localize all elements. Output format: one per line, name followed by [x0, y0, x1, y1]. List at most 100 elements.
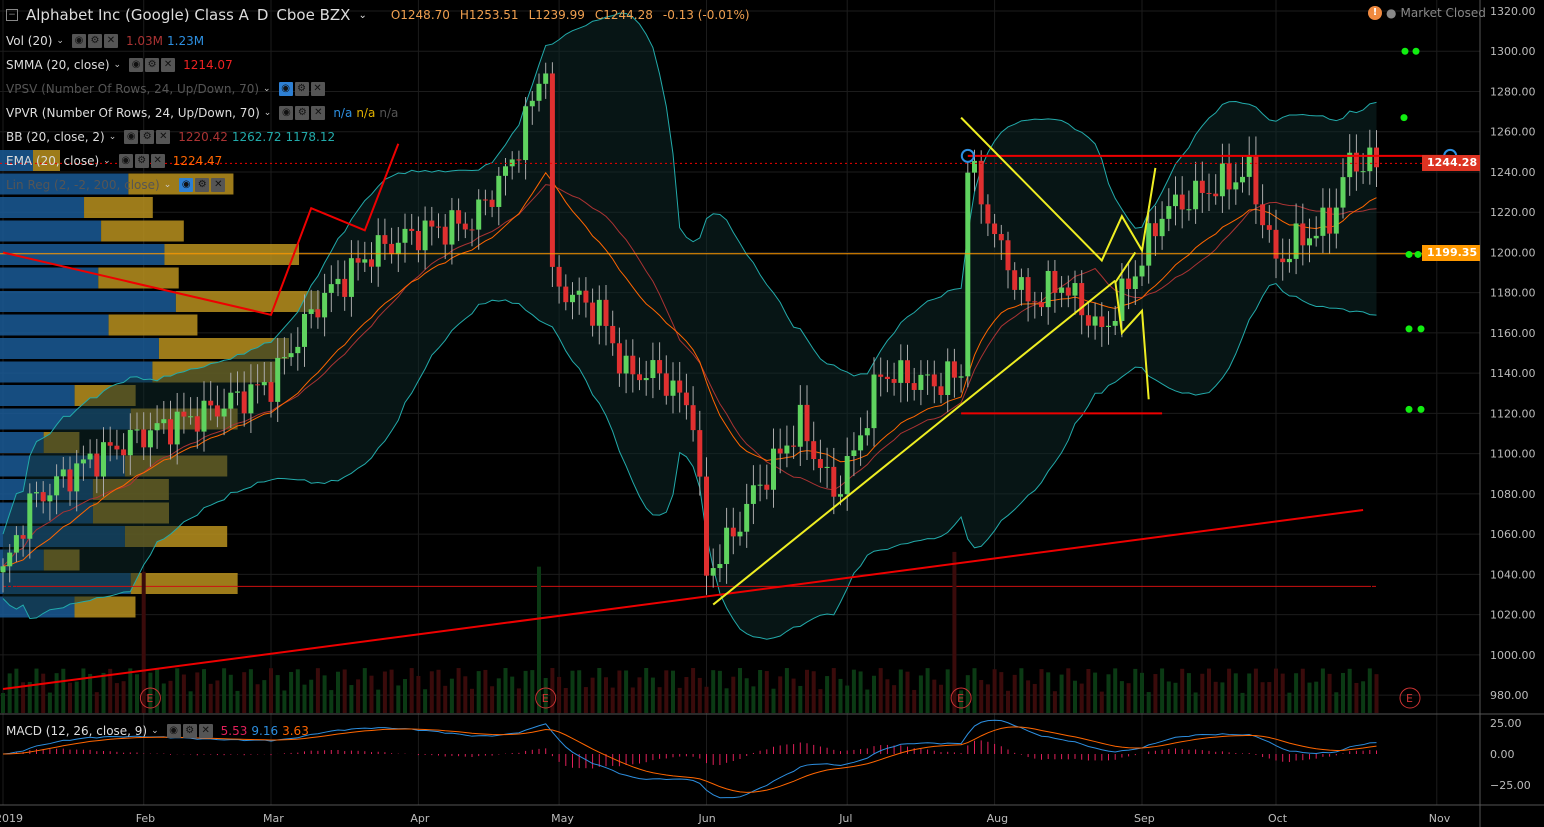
volume-bar	[396, 685, 401, 713]
close-icon[interactable]: ✕	[156, 130, 171, 144]
candle-body	[536, 83, 542, 101]
volume-bar	[1327, 673, 1332, 713]
close-icon[interactable]: ✕	[103, 34, 118, 48]
indicator-legend[interactable]: VPSV (Number Of Rows, 24, Up/Down, 70) ⌄ ◉…	[6, 80, 329, 98]
candle-body	[630, 355, 636, 375]
volume-bar	[47, 692, 52, 713]
volume-bar	[671, 670, 675, 713]
candle-body	[891, 379, 897, 383]
close-icon[interactable]: ✕	[211, 178, 226, 192]
indicator-legend[interactable]: SMMA (20, close) ⌄ ◉ ⚙ ✕ 1214.07	[6, 56, 233, 74]
chevron-down-icon[interactable]: ⌄	[151, 726, 159, 736]
volume-bar	[557, 676, 562, 713]
candle-body	[1226, 163, 1232, 190]
volume-bar	[738, 668, 742, 713]
candle-body	[1253, 156, 1259, 205]
volume-bar	[1200, 673, 1205, 713]
candle-body	[1039, 302, 1044, 308]
signal-dot	[1414, 250, 1422, 258]
eye-icon[interactable]: ◉	[278, 82, 293, 96]
chevron-down-icon[interactable]: ⌄	[103, 156, 111, 166]
candle-body	[1186, 209, 1192, 211]
candle-body	[302, 313, 307, 347]
indicator-legend[interactable]: Lin Reg (2, -2, 200, close) ⌄ ◉ ⚙ ✕	[6, 176, 229, 194]
gear-icon[interactable]: ⚙	[87, 34, 102, 48]
gear-icon[interactable]: ⚙	[295, 106, 310, 120]
chevron-down-icon[interactable]: ⌄	[358, 9, 367, 21]
eye-icon[interactable]: ◉	[129, 58, 144, 72]
symbol-name[interactable]: Alphabet Inc (Google) Class A	[26, 6, 249, 24]
close-icon[interactable]: ✕	[311, 106, 326, 120]
candle-body	[717, 564, 723, 569]
volume-bar	[570, 670, 575, 713]
candle-body	[255, 384, 261, 386]
macd-legend[interactable]: MACD (12, 26, close, 9) ⌄ ◉ ⚙ ✕ 5.53 9.16 3…	[6, 722, 309, 740]
indicator-value: 1224.47	[172, 154, 223, 168]
volume-bar	[771, 688, 776, 713]
eye-icon[interactable]: ◉	[279, 106, 294, 120]
eye-icon[interactable]: ◉	[71, 34, 86, 48]
indicator-value: n/a	[333, 106, 353, 120]
warning-icon[interactable]: !	[1368, 6, 1382, 20]
market-status: ! ● Market Closed	[1368, 6, 1486, 20]
gear-icon[interactable]: ⚙	[134, 154, 149, 168]
interval[interactable]: D	[256, 6, 269, 24]
chevron-down-icon[interactable]: ⌄	[263, 108, 272, 118]
volume-bar	[228, 674, 233, 713]
collapse-icon[interactable]: −	[6, 9, 18, 21]
close-icon[interactable]: ✕	[198, 724, 213, 738]
volume-bar	[825, 676, 830, 713]
volume-bar	[952, 551, 957, 713]
volume-bar	[429, 671, 434, 713]
exchange[interactable]: Cboe BZX	[276, 6, 351, 24]
candle-body	[1059, 287, 1065, 293]
candle-body	[1246, 156, 1252, 177]
gear-icon[interactable]: ⚙	[294, 82, 309, 96]
eye-icon[interactable]: ◉	[124, 130, 139, 144]
signal-dot	[1405, 405, 1413, 413]
volume-bar	[979, 679, 984, 713]
chevron-down-icon[interactable]: ⌄	[108, 132, 117, 142]
close-icon[interactable]: ✕	[310, 82, 325, 96]
indicator-value: 1220.42	[178, 130, 228, 144]
volume-bar	[530, 670, 535, 713]
volume-bar	[1193, 692, 1198, 713]
volume-bar	[7, 673, 12, 713]
candle-body	[757, 484, 763, 486]
gear-icon[interactable]: ⚙	[195, 178, 210, 192]
volume-bar	[54, 673, 59, 713]
volume-bar	[61, 668, 66, 713]
eye-icon[interactable]: ◉	[118, 154, 133, 168]
gear-icon[interactable]: ⚙	[140, 130, 155, 144]
volume-bar	[965, 675, 970, 713]
volume-bar	[1039, 669, 1044, 713]
eye-icon[interactable]: ◉	[166, 724, 181, 738]
volume-bar	[416, 675, 421, 713]
indicator-legend[interactable]: Vol (20) ⌄ ◉ ⚙ ✕ 1.03M 1.23M	[6, 32, 204, 50]
volume-bar	[583, 687, 588, 713]
candle-body	[777, 448, 783, 454]
eye-icon[interactable]: ◉	[179, 178, 194, 192]
chevron-down-icon[interactable]: ⌄	[263, 84, 271, 94]
indicator-legend[interactable]: EMA (20, close) ⌄ ◉ ⚙ ✕ 1224.47	[6, 152, 222, 170]
volume-bar	[423, 689, 428, 713]
indicator-legend[interactable]: BB (20, close, 2) ⌄ ◉ ⚙ ✕ 1220.42 1262.72 1178.…	[6, 128, 335, 146]
market-status-text: Market Closed	[1400, 6, 1486, 20]
candle-body	[1106, 325, 1111, 328]
close-icon[interactable]: ✕	[150, 154, 165, 168]
gear-icon[interactable]: ⚙	[182, 724, 197, 738]
candle-body	[784, 445, 790, 454]
candle-body	[208, 400, 214, 406]
indicator-value: 1178.12	[285, 130, 336, 144]
indicator-legend[interactable]: VPVR (Number Of Rows, 24, Up/Down, 70) ⌄ ◉…	[6, 104, 398, 122]
chevron-down-icon[interactable]: ⌄	[56, 36, 64, 46]
gear-icon[interactable]: ⚙	[145, 58, 160, 72]
chevron-down-icon[interactable]: ⌄	[113, 60, 122, 70]
chevron-down-icon[interactable]: ⌄	[163, 180, 172, 190]
candle-body	[40, 492, 46, 502]
volume-bar	[577, 670, 582, 713]
candle-body	[13, 535, 19, 553]
level-price-label: 1199.35	[1422, 245, 1480, 261]
close-icon[interactable]: ✕	[161, 58, 176, 72]
